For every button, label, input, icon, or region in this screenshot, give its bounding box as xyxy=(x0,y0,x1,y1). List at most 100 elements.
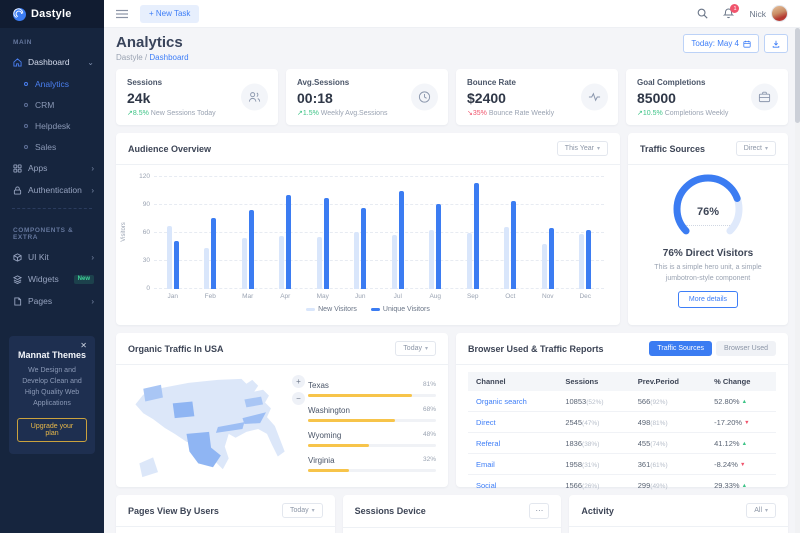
date-filter-button[interactable]: Today: May 4 xyxy=(683,34,759,53)
new-badge: New xyxy=(73,274,94,284)
map-zoom-in-button[interactable]: + xyxy=(292,375,305,388)
state-bar-fill xyxy=(308,444,370,447)
activity-card: Activity All▾ Donald updated the status … xyxy=(569,495,789,533)
clock-icon xyxy=(411,83,438,111)
y-tick-label: 90 xyxy=(142,201,150,208)
sidebar-subitem-analytics[interactable]: Analytics xyxy=(0,73,104,94)
breadcrumb-parent[interactable]: Dastyle xyxy=(116,53,143,62)
sidebar-divider xyxy=(12,208,92,209)
new-visitors-bar xyxy=(504,227,510,289)
sidebar-subitem-crm[interactable]: CRM xyxy=(0,94,104,115)
stat-label: Goal Completions xyxy=(637,78,706,87)
state-wyoming[interactable] xyxy=(172,401,195,419)
organic-filter-dropdown[interactable]: Today ▾ xyxy=(395,341,436,356)
sidebar-item-dashboard[interactable]: Dashboard ⌄ xyxy=(0,51,104,73)
sidebar-subitem-sales[interactable]: Sales xyxy=(0,136,104,157)
new-visitors-bar xyxy=(204,247,210,289)
change-arrow: ▼ xyxy=(744,419,750,426)
pages-view-filter-dropdown[interactable]: Today ▾ xyxy=(281,503,323,518)
new-visitors-bar xyxy=(541,244,547,289)
traffic-sources-card: Traffic Sources Direct ▾ 76% 76% Direct V… xyxy=(628,133,788,325)
bar-group-jul xyxy=(383,177,413,289)
breadcrumb-current[interactable]: Dashboard xyxy=(149,53,189,62)
sidebar-item-label: Widgets xyxy=(28,274,59,284)
new-visitors-bar xyxy=(429,230,435,289)
bar-group-jan xyxy=(158,177,188,289)
state-name: Washington xyxy=(308,406,350,415)
main-area: + New Task 1 Nick Analytics Dastyle / xyxy=(104,0,800,533)
channel-link[interactable]: Email xyxy=(476,459,495,469)
stat-card-sessions: Sessions 24k ↗8.5% New Sessions Today xyxy=(116,69,278,125)
map-zoom-out-button[interactable]: − xyxy=(292,392,305,405)
state-texas[interactable] xyxy=(186,431,221,468)
page-scrollbar[interactable] xyxy=(795,28,800,533)
state-washington[interactable] xyxy=(143,384,163,402)
channel-link[interactable]: Direct xyxy=(476,417,496,427)
channel-link[interactable]: Referal xyxy=(476,438,501,448)
sidebar-subitem-helpdesk[interactable]: Helpdesk xyxy=(0,115,104,136)
users-icon xyxy=(241,83,268,111)
x-tick-label: Jan xyxy=(167,293,178,300)
new-task-button[interactable]: + New Task xyxy=(140,4,200,23)
gridline-y-120: 120 xyxy=(139,173,604,180)
sidebar-item-pages[interactable]: Pages › xyxy=(0,290,104,312)
logo[interactable]: Dastyle xyxy=(0,0,104,28)
card-title: Audience Overview xyxy=(128,143,212,154)
grid-icon xyxy=(13,163,22,173)
activity-filter-dropdown[interactable]: All ▾ xyxy=(746,503,777,518)
sidebar-item-widgets[interactable]: Widgets New xyxy=(0,268,104,290)
scrollbar-thumb[interactable] xyxy=(795,28,800,123)
user-menu[interactable]: Nick xyxy=(749,5,788,22)
channel-link[interactable]: Social xyxy=(476,480,497,490)
more-details-button[interactable]: More details xyxy=(677,291,739,308)
traffic-heading: 76% Direct Visitors xyxy=(662,248,754,259)
close-icon[interactable]: ✕ xyxy=(80,341,87,350)
tab-traffic-sources[interactable]: Traffic Sources xyxy=(649,341,713,356)
sidebar-subitem-label: Helpdesk xyxy=(35,120,71,131)
audience-filter-dropdown[interactable]: This Year ▾ xyxy=(556,141,608,156)
stat-label: Bounce Rate xyxy=(467,78,516,87)
new-visitors-bar xyxy=(466,233,472,289)
sidebar-item-label: Apps xyxy=(28,163,48,173)
y-tick-label: 30 xyxy=(142,257,150,264)
gridline-y-30: 30 xyxy=(143,257,604,264)
gridline-y-0: 0 xyxy=(146,285,604,292)
chevron-down-icon: ▾ xyxy=(765,508,769,514)
search-icon[interactable] xyxy=(697,8,709,19)
chevron-right-icon: › xyxy=(91,296,94,306)
state-bar-fill xyxy=(308,419,396,422)
state-pennsylvania[interactable] xyxy=(244,396,264,408)
browser-report-card: Browser Used & Traffic Reports Traffic S… xyxy=(456,333,788,495)
sidebar-item-apps[interactable]: Apps › xyxy=(0,157,104,179)
tab-browser-used[interactable]: Browser Used xyxy=(716,341,776,356)
stat-desc: ↘35% Bounce Rate Weekly xyxy=(467,110,555,117)
table-row: Direct 2545(47%) 498(81%) -17.20% ▼ xyxy=(468,411,776,433)
date-filter-label: Today: May 4 xyxy=(691,39,739,48)
traffic-sources-filter-dropdown[interactable]: Direct ▾ xyxy=(735,141,776,156)
state-name: Virginia xyxy=(308,456,335,465)
page-title: Analytics xyxy=(116,34,183,51)
change-arrow: ▲ xyxy=(741,440,748,447)
stat-card-avg-sessions: Avg.Sessions 00:18 ↗1.5% Weekly Avg.Sess… xyxy=(286,69,448,125)
menu-icon[interactable] xyxy=(116,9,128,19)
unique-visitors-bar xyxy=(586,230,592,289)
card-title: Activity xyxy=(581,505,614,516)
state-virginia[interactable] xyxy=(242,412,267,425)
calendar-icon xyxy=(743,40,751,48)
column-header: Channel xyxy=(468,372,558,391)
upgrade-plan-button[interactable]: Upgrade your plan xyxy=(17,418,87,443)
bar-group-aug xyxy=(420,177,450,289)
stat-value: 24k xyxy=(127,90,151,106)
channel-link[interactable]: Organic search xyxy=(476,396,527,406)
state-tennessee[interactable] xyxy=(215,422,245,433)
y-tick-label: 0 xyxy=(146,285,150,292)
download-button[interactable] xyxy=(764,34,788,53)
sidebar-item-ui-kit[interactable]: UI Kit › xyxy=(0,246,104,268)
usa-map[interactable] xyxy=(128,373,298,481)
unique-visitors-bar xyxy=(398,191,404,289)
y-axis-label: Visitors xyxy=(120,222,127,242)
breadcrumb-separator: / xyxy=(144,53,148,62)
bell-icon[interactable]: 1 xyxy=(723,4,740,19)
more-horizontal-icon[interactable]: ⋯ xyxy=(529,503,550,519)
sidebar-item-authentication[interactable]: Authentication › xyxy=(0,179,104,201)
